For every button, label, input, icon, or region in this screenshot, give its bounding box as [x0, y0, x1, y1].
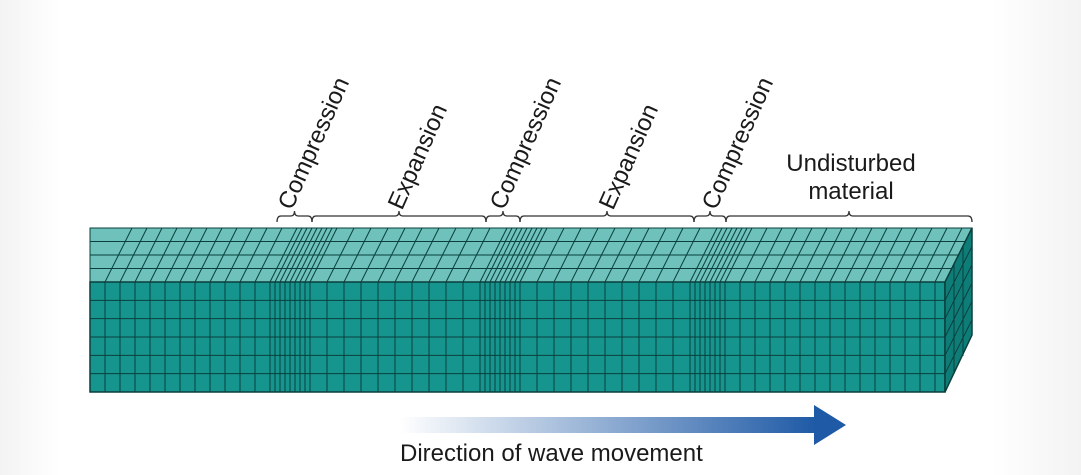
bracket-expansion-2: [519, 210, 695, 223]
label-compression-1: Compression: [273, 73, 355, 213]
slab-grid-lines: [90, 227, 973, 392]
label-expansion-2: Expansion: [594, 100, 664, 213]
grid-line-side: [944, 301, 973, 356]
bracket-compression-1: [276, 210, 313, 223]
bracket-expansion-1: [311, 210, 487, 223]
label-compression-3: Compression: [697, 73, 779, 213]
grid-line-side: [944, 319, 973, 374]
label-expansion-1: Expansion: [383, 100, 453, 213]
direction-arrow: [400, 405, 846, 445]
label-undisturbed-line1: Undisturbed: [786, 150, 915, 177]
material-slab: [89, 227, 973, 393]
direction-arrow-shaft: [400, 417, 816, 433]
zone-brackets: [276, 210, 973, 223]
bracket-compression-2: [485, 210, 521, 223]
right-edge-shading: [991, 0, 1081, 475]
bracket-compression-3: [693, 210, 727, 223]
label-undisturbed-line2: material: [808, 178, 893, 205]
direction-caption: Direction of wave movement: [400, 440, 703, 467]
grid-line-side: [944, 282, 973, 338]
direction-arrow-head: [814, 405, 846, 445]
grid-line-side: [944, 246, 973, 301]
bracket-undisturbed: [725, 210, 973, 223]
left-edge-shading: [0, 0, 60, 475]
label-compression-2: Compression: [485, 73, 567, 213]
grid-line-side: [944, 264, 973, 319]
